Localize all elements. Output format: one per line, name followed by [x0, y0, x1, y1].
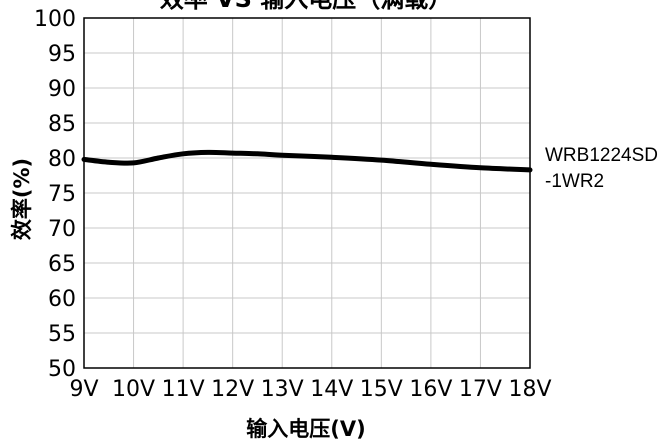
- x-tick-label: 16V: [409, 377, 452, 402]
- x-tick-label: 12V: [211, 377, 254, 402]
- grid: [84, 18, 530, 368]
- x-tick-label: 14V: [310, 377, 353, 402]
- series-label-line: WRB1224SD: [545, 145, 658, 166]
- x-tick-label: 18V: [508, 377, 551, 402]
- x-tick-label: 10V: [112, 377, 155, 402]
- y-axis: 50 55 60 65 70 75 80 85 90 95 100: [34, 7, 76, 382]
- x-tick-label: 15V: [360, 377, 403, 402]
- x-tick-label: 11V: [162, 377, 205, 402]
- series-layer: WRB1224SD -1WR2: [81, 145, 658, 192]
- y-tick-label: 50: [48, 357, 76, 382]
- plot-area: [83, 17, 531, 369]
- y-axis-label: 效率(%): [10, 158, 34, 240]
- y-tick-label: 70: [48, 217, 76, 242]
- y-tick-label: 80: [48, 147, 76, 172]
- x-tick-label: 9V: [69, 377, 98, 402]
- y-tick-label: 95: [48, 42, 76, 67]
- series-label: WRB1224SD -1WR2: [545, 145, 658, 192]
- x-tick-label: 17V: [459, 377, 502, 402]
- x-axis: 9V 10V 11V 12V 13V 14V 15V 16V 17V 18V: [69, 377, 551, 402]
- chart-title: 效率 VS 输入电压（满载）: [160, 0, 453, 13]
- y-tick-label: 100: [34, 7, 76, 32]
- y-tick-label: 60: [48, 287, 76, 312]
- x-axis-label: 输入电压(V): [246, 417, 365, 441]
- series-label-line: -1WR2: [545, 171, 604, 192]
- y-tick-label: 75: [48, 182, 76, 207]
- y-tick-label: 55: [48, 322, 76, 347]
- x-tick-label: 13V: [261, 377, 304, 402]
- y-tick-label: 90: [48, 77, 76, 102]
- series-line: [81, 149, 533, 173]
- y-tick-label: 65: [48, 252, 76, 277]
- y-tick-label: 85: [48, 112, 76, 137]
